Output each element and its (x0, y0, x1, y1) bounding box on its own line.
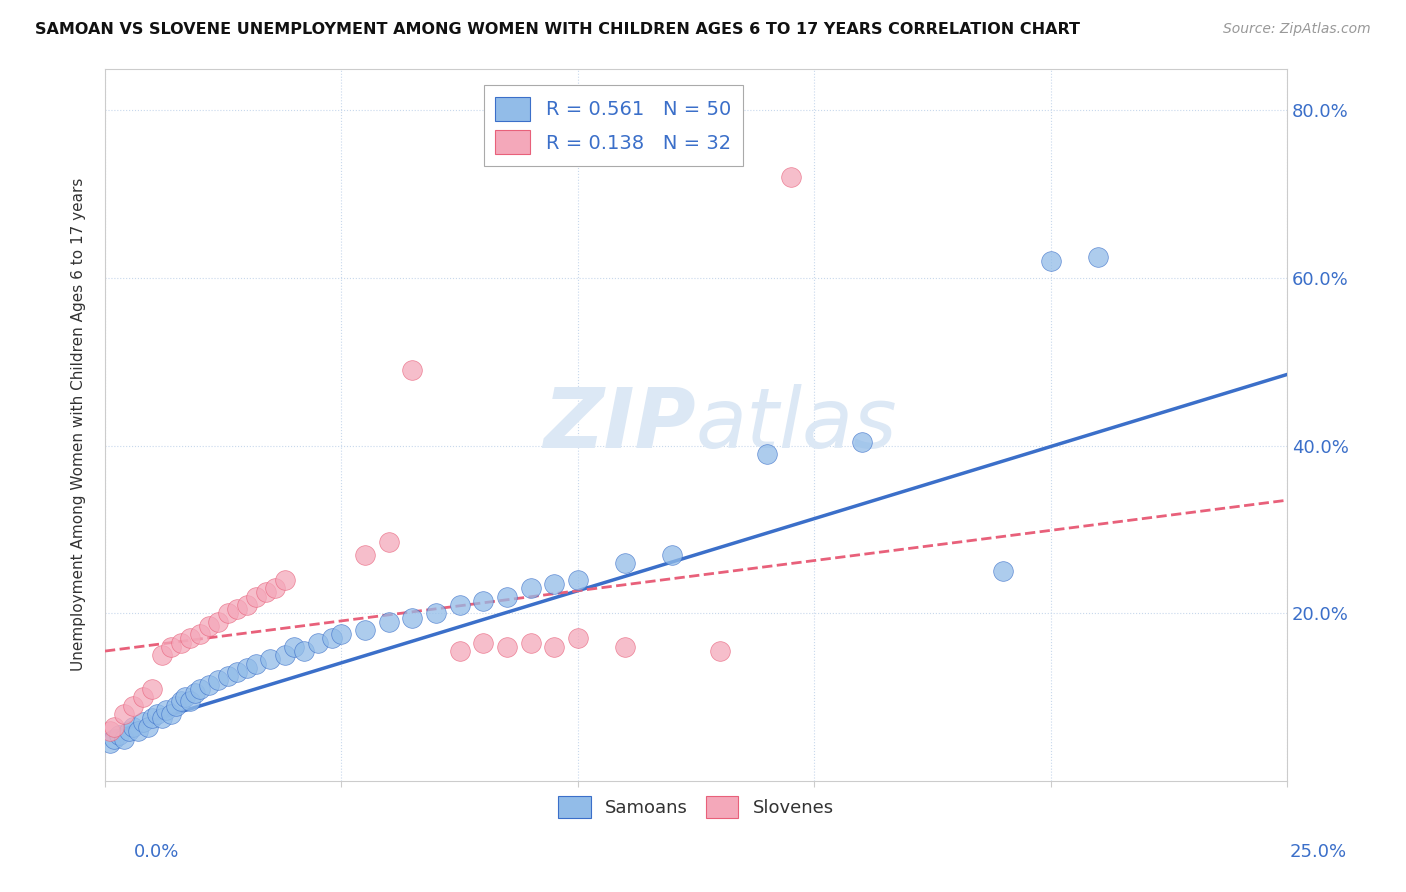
Point (661, 548, 683, 562)
Point (519, 581, 541, 595)
Point (472, 594, 495, 608)
Point (377, 535, 399, 549)
Point (217, 607, 239, 621)
Point (519, 636, 541, 650)
Point (254, 585, 277, 599)
Point (273, 648, 295, 663)
Point (207, 615, 229, 629)
Point (146, 706, 169, 721)
Text: 0.0%: 0.0% (134, 843, 179, 861)
Point (377, 615, 399, 629)
Point (264, 581, 287, 595)
Point (226, 665, 249, 679)
Text: 25.0%: 25.0% (1289, 843, 1347, 861)
Point (160, 706, 183, 721)
Point (292, 644, 315, 658)
Point (472, 636, 495, 650)
Point (184, 686, 207, 700)
Point (236, 598, 259, 612)
Point (1039, 254, 1062, 268)
Point (169, 636, 191, 650)
Point (259, 652, 281, 666)
Point (98, 736, 121, 750)
Point (307, 636, 329, 650)
Point (98, 723, 121, 738)
Point (851, 434, 873, 449)
Point (207, 673, 229, 688)
Point (245, 590, 267, 604)
Point (236, 661, 259, 675)
Text: ZIP: ZIP (543, 384, 696, 466)
Legend: Samoans, Slovenes: Samoans, Slovenes (551, 789, 841, 825)
Point (108, 728, 131, 742)
Point (401, 610, 423, 624)
Point (174, 690, 197, 705)
Point (141, 681, 163, 696)
Point (1087, 250, 1109, 264)
Point (321, 632, 343, 646)
Point (122, 719, 145, 733)
Point (132, 690, 155, 705)
Point (614, 640, 637, 654)
Point (169, 694, 191, 708)
Point (755, 447, 778, 461)
Point (155, 703, 177, 717)
Point (273, 573, 295, 587)
Point (449, 644, 471, 658)
Point (198, 677, 221, 691)
Point (425, 607, 447, 621)
Point (226, 602, 249, 616)
Point (567, 632, 589, 646)
Point (543, 640, 565, 654)
Point (127, 723, 149, 738)
Point (330, 627, 353, 641)
Point (188, 627, 211, 641)
Point (354, 623, 377, 637)
Point (567, 573, 589, 587)
Point (160, 640, 183, 654)
Text: SAMOAN VS SLOVENE UNEMPLOYMENT AMONG WOMEN WITH CHILDREN AGES 6 TO 17 YEARS CORR: SAMOAN VS SLOVENE UNEMPLOYMENT AMONG WOM… (35, 22, 1080, 37)
Point (496, 640, 519, 654)
Point (179, 694, 201, 708)
Point (165, 698, 187, 713)
Point (614, 556, 637, 570)
Point (150, 648, 173, 663)
Point (245, 657, 267, 671)
Point (709, 644, 731, 658)
Point (179, 632, 201, 646)
Point (401, 363, 423, 377)
Point (141, 711, 163, 725)
Point (150, 711, 173, 725)
Point (103, 719, 125, 733)
Point (779, 170, 801, 185)
Point (993, 565, 1015, 579)
Point (122, 698, 145, 713)
Point (543, 577, 565, 591)
Point (496, 590, 519, 604)
Y-axis label: Unemployment Among Women with Children Ages 6 to 17 years: Unemployment Among Women with Children A… (72, 178, 86, 672)
Point (198, 619, 221, 633)
Point (117, 723, 139, 738)
Point (188, 681, 211, 696)
Point (354, 548, 377, 562)
Point (103, 732, 125, 747)
Point (136, 719, 159, 733)
Point (112, 732, 135, 747)
Point (283, 640, 305, 654)
Text: Source: ZipAtlas.com: Source: ZipAtlas.com (1223, 22, 1371, 37)
Point (112, 706, 135, 721)
Text: atlas: atlas (696, 384, 897, 466)
Point (217, 669, 239, 683)
Point (449, 598, 471, 612)
Point (132, 715, 155, 730)
